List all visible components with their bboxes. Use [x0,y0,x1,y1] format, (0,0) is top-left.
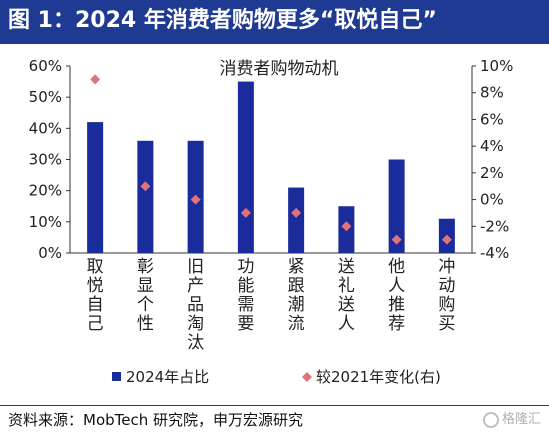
figure-title: 图 1：2024 年消费者购物更多“取悦自己” [8,8,437,33]
category-label: 取悦自己 [87,257,104,334]
left-tick-label: 60% [29,57,62,75]
right-tick-label: 0% [480,191,504,209]
change-marker [90,74,101,85]
change-marker [391,234,402,245]
change-marker [341,221,352,232]
category-label: 他人推荐 [388,257,405,334]
shopping-motivation-chart: 0% 10% 20% 30% 40% 50% 60% -4% -2% 0% 2% 4% 6% 8% 10% 消… [29,57,514,386]
left-tick-label: 30% [29,151,62,169]
watermark: 格隆汇 [482,409,541,431]
category-label: 彰显个性 [137,257,154,334]
watermark-logo-icon [482,411,499,428]
right-tick-label: -4% [480,244,509,262]
left-tick-label: 0% [38,244,62,262]
category-label: 旧产品淘汰 [187,257,204,353]
change-marker [240,207,251,218]
right-tick-label: -2% [480,217,509,235]
chart-title: 消费者购物动机 [220,59,339,79]
change-marker [291,207,302,218]
bar [388,159,405,253]
right-tick-label: 2% [480,164,504,182]
bar [87,122,104,253]
legend-bar-label: 2024年占比 [126,368,209,386]
right-tick-label: 4% [480,137,504,155]
watermark-text: 格隆汇 [501,412,541,427]
figure-header: 图 1：2024 年消费者购物更多“取悦自己” [0,0,549,44]
left-tick-label: 20% [29,182,62,200]
left-tick-label: 50% [29,88,62,106]
left-tick-label: 40% [29,119,62,137]
category-label: 紧跟潮流 [288,257,305,334]
bar [237,81,254,253]
bar [137,140,154,253]
legend-bar-swatch [112,372,121,381]
category-label: 送礼送人 [338,257,355,334]
change-marker [140,181,151,192]
right-tick-label: 6% [480,110,504,128]
change-marker [441,234,452,245]
right-tick-label: 8% [480,84,504,102]
bar [288,187,305,253]
legend-marker-swatch [302,372,312,382]
right-tick-label: 10% [480,57,513,75]
footer-divider [0,405,549,406]
category-label: 功能需要 [237,257,254,334]
change-marker [190,194,201,205]
left-tick-label: 10% [29,213,62,231]
category-label: 冲动购买 [438,257,455,334]
legend-marker-label: 较2021年变化(右) [316,368,441,386]
source-note: 资料来源：MobTech 研究院，申万宏源研究 [8,411,304,429]
